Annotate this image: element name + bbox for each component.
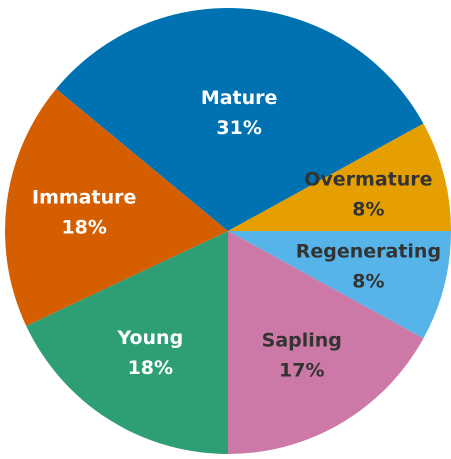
pie-slice xyxy=(228,231,451,339)
slice-label: Mature xyxy=(201,87,278,109)
slice-label: Young xyxy=(116,327,183,349)
slice-label: Regenerating xyxy=(296,241,441,263)
pie-slice xyxy=(26,231,228,454)
pie-slice xyxy=(5,88,229,326)
slice-value-label: 31% xyxy=(216,117,261,139)
slice-value-label: 17% xyxy=(279,359,324,381)
slice-label: Overmature xyxy=(304,168,432,190)
slice-value-label: 8% xyxy=(352,198,384,220)
slice-value-label: 18% xyxy=(128,357,173,379)
slice-value-label: 8% xyxy=(352,271,384,293)
pie-slice xyxy=(228,123,451,231)
slice-value-label: 18% xyxy=(61,216,106,238)
pie-slice xyxy=(56,7,424,232)
pie-slice xyxy=(228,231,424,454)
slice-label: Immature xyxy=(32,186,136,208)
slice-label: Sapling xyxy=(262,329,342,351)
